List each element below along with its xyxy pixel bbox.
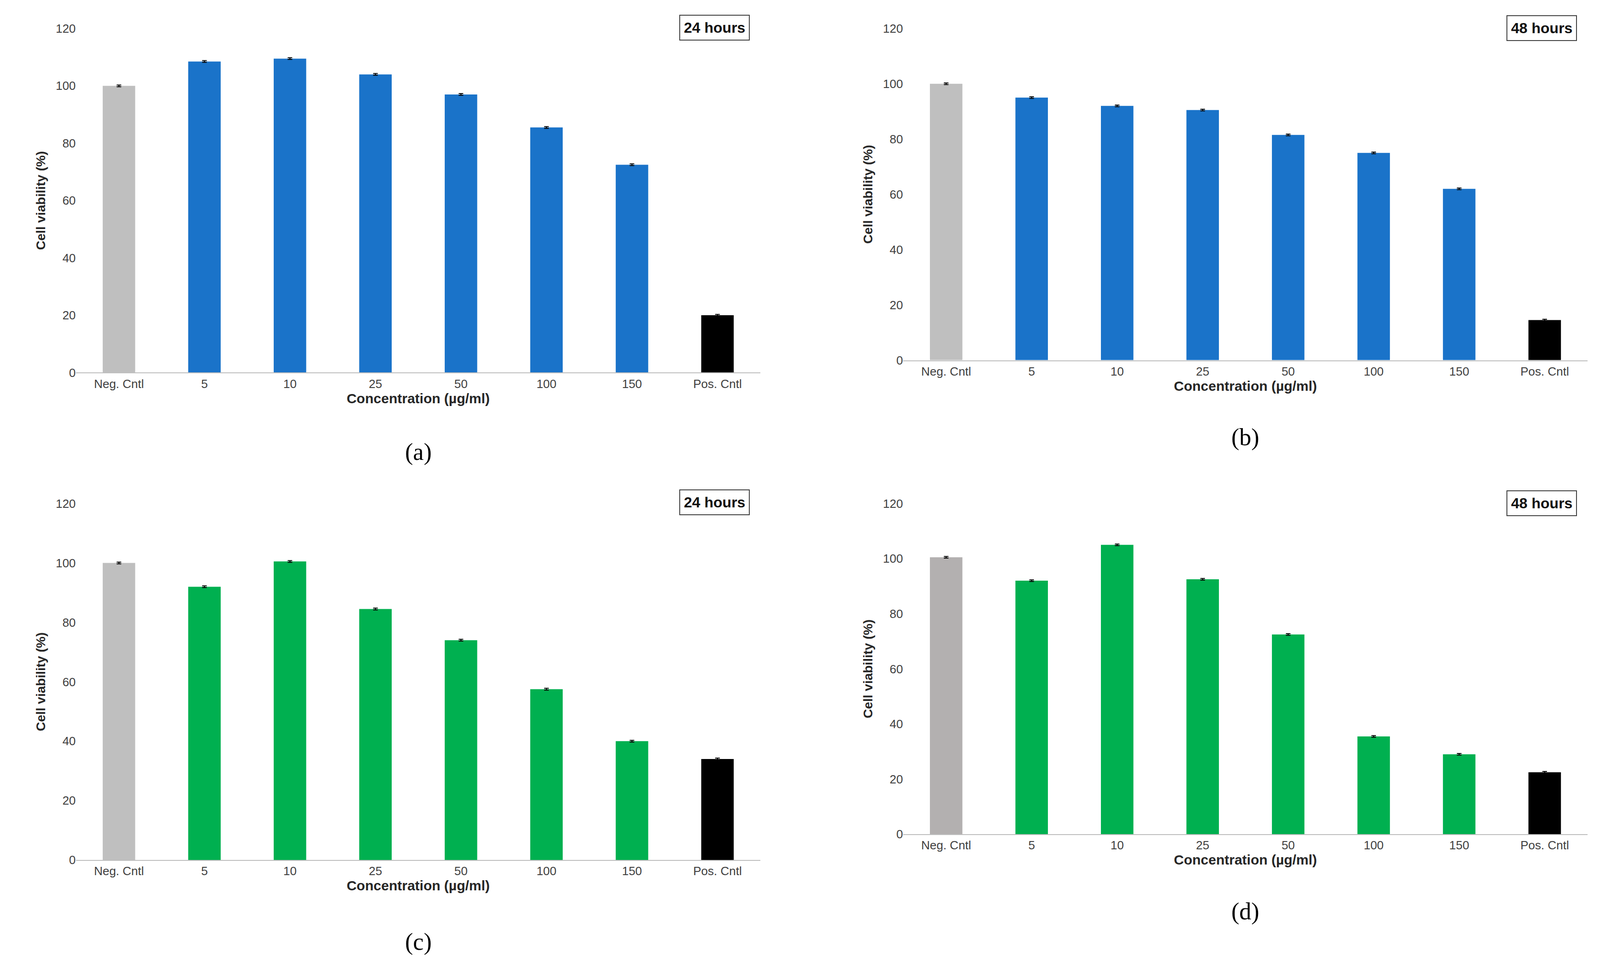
svg-text:25: 25	[1195, 838, 1210, 853]
svg-text:100: 100	[536, 864, 557, 878]
svg-text:100: 100	[1363, 364, 1384, 379]
svg-text:Neg. Cntl: Neg. Cntl	[921, 364, 971, 379]
svg-text:120: 120	[882, 21, 903, 36]
svg-text:5: 5	[1028, 364, 1035, 379]
svg-text:(a): (a)	[405, 438, 432, 466]
svg-text:Concentration (µg/ml): Concentration (µg/ml)	[346, 877, 490, 894]
svg-text:40: 40	[62, 251, 76, 265]
svg-text:Pos. Cntl: Pos. Cntl	[693, 864, 742, 878]
svg-text:25: 25	[1195, 364, 1210, 379]
svg-text:100: 100	[882, 76, 903, 91]
svg-text:60: 60	[889, 187, 903, 202]
svg-text:80: 80	[62, 136, 76, 151]
svg-text:150: 150	[622, 864, 642, 878]
svg-text:5: 5	[1028, 838, 1035, 853]
svg-text:Neg. Cntl: Neg. Cntl	[94, 864, 144, 878]
svg-text:20: 20	[889, 298, 903, 312]
svg-text:10: 10	[283, 376, 297, 391]
svg-text:Cell viability (%): Cell viability (%)	[33, 632, 48, 732]
svg-text:150: 150	[622, 376, 642, 391]
svg-text:100: 100	[55, 78, 76, 93]
svg-text:Cell viability (%): Cell viability (%)	[860, 619, 876, 719]
svg-text:20: 20	[889, 772, 903, 787]
svg-text:Neg. Cntl: Neg. Cntl	[921, 838, 971, 853]
svg-text:100: 100	[55, 556, 76, 571]
svg-text:Cell viability (%): Cell viability (%)	[860, 144, 876, 244]
svg-text:50: 50	[1281, 838, 1295, 853]
svg-text:25: 25	[368, 864, 383, 878]
svg-text:50: 50	[454, 376, 468, 391]
svg-text:10: 10	[1110, 364, 1124, 379]
svg-text:150: 150	[1449, 838, 1470, 853]
svg-text:40: 40	[889, 242, 903, 257]
svg-text:25: 25	[368, 376, 383, 391]
svg-text:Concentration (µg/ml): Concentration (µg/ml)	[346, 390, 490, 406]
svg-text:20: 20	[62, 793, 76, 808]
svg-text:Pos. Cntl: Pos. Cntl	[1520, 364, 1570, 379]
svg-text:Cell viability (%): Cell viability (%)	[33, 151, 48, 251]
svg-text:20: 20	[62, 308, 76, 323]
svg-text:50: 50	[1281, 364, 1295, 379]
svg-text:80: 80	[889, 606, 903, 621]
svg-text:0: 0	[896, 353, 903, 368]
svg-text:0: 0	[896, 827, 903, 842]
svg-text:50: 50	[454, 864, 468, 878]
svg-text:120: 120	[882, 496, 903, 511]
svg-text:100: 100	[536, 376, 557, 391]
svg-text:150: 150	[1449, 364, 1470, 379]
svg-text:80: 80	[889, 132, 903, 147]
svg-text:Concentration (µg/ml): Concentration (µg/ml)	[1173, 378, 1318, 394]
svg-text:Neg. Cntl: Neg. Cntl	[94, 376, 144, 391]
svg-text:5: 5	[200, 376, 208, 391]
svg-text:40: 40	[889, 717, 903, 731]
svg-text:100: 100	[882, 551, 903, 566]
svg-text:120: 120	[55, 496, 76, 511]
svg-text:5: 5	[200, 864, 208, 878]
svg-text:0: 0	[69, 852, 76, 867]
svg-text:24 hours: 24 hours	[683, 494, 746, 511]
svg-text:48 hours: 48 hours	[1511, 19, 1573, 37]
svg-text:48 hours: 48 hours	[1511, 494, 1573, 512]
svg-text:24 hours: 24 hours	[683, 19, 746, 36]
svg-text:(c): (c)	[405, 928, 432, 956]
svg-text:100: 100	[1363, 838, 1384, 853]
svg-text:40: 40	[62, 734, 76, 748]
svg-text:60: 60	[62, 675, 76, 689]
svg-text:60: 60	[889, 662, 903, 677]
svg-text:Pos. Cntl: Pos. Cntl	[693, 376, 742, 391]
svg-text:120: 120	[55, 21, 76, 36]
svg-text:80: 80	[62, 615, 76, 630]
svg-text:Pos. Cntl: Pos. Cntl	[1520, 838, 1570, 853]
svg-text:60: 60	[62, 193, 76, 208]
svg-text:(b): (b)	[1231, 423, 1260, 451]
svg-text:Concentration (µg/ml): Concentration (µg/ml)	[1173, 852, 1318, 868]
svg-text:0: 0	[69, 365, 76, 380]
svg-text:(d): (d)	[1231, 898, 1260, 925]
svg-text:10: 10	[1110, 838, 1124, 853]
svg-text:10: 10	[283, 864, 297, 878]
